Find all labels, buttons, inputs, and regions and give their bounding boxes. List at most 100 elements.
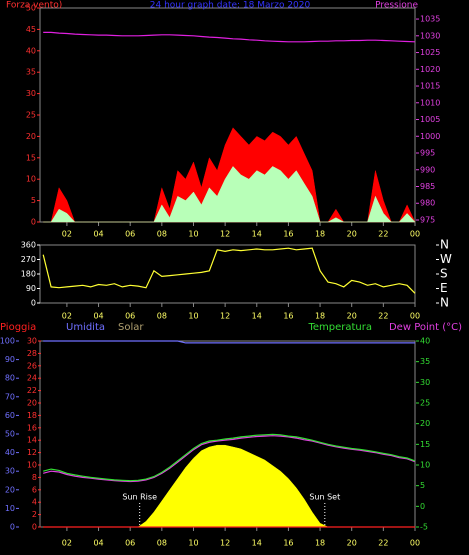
x-tick-label: 00 xyxy=(410,230,420,239)
plot-frame xyxy=(39,244,416,304)
y2-tick-label: 10 xyxy=(420,461,430,470)
y-tick-label: 90 xyxy=(26,284,36,293)
x-tick-label: 22 xyxy=(378,539,388,548)
x-tick-label: 02 xyxy=(62,230,72,239)
legend-label: Dew Point (°C) xyxy=(389,322,462,333)
y2-tick-label: 35 xyxy=(420,357,430,366)
x-tick-label: 00 xyxy=(410,312,420,321)
y2-tick-label: 30 xyxy=(420,378,430,387)
x-tick-label: 06 xyxy=(125,230,135,239)
y2-tick-label: 20 xyxy=(420,419,430,428)
y-tick-label: 10 xyxy=(5,504,15,513)
y-tick-label: 180 xyxy=(21,270,36,279)
y2-tick-label: 0 xyxy=(420,502,425,511)
annotation: Sun Set xyxy=(309,493,340,502)
y-tick-label: 70 xyxy=(5,392,15,401)
y-tick-label: 0 xyxy=(10,523,15,532)
y-tick-label: 360 xyxy=(21,241,36,250)
y2-axis-label: Pressione xyxy=(375,1,418,11)
x-tick-label: 00 xyxy=(410,539,420,548)
y2-tick-label: 1005 xyxy=(420,115,440,124)
y3-tick-label: 4 xyxy=(32,498,37,507)
line xyxy=(43,433,416,482)
y2-tick-label: 980 xyxy=(420,199,435,208)
y-tick-label: 25 xyxy=(26,111,36,120)
x-tick-label: 18 xyxy=(315,312,325,321)
y2-tick-label: 1015 xyxy=(420,82,440,91)
x-tick-label: 12 xyxy=(220,230,230,239)
x-tick-label: 08 xyxy=(157,539,167,548)
x-tick-label: 20 xyxy=(347,230,357,239)
y3-tick-label: 14 xyxy=(27,436,37,445)
chart-title: 24 hour graph date: 18 Marzo 2020 xyxy=(150,1,311,11)
y3-tick-label: 10 xyxy=(27,461,37,470)
legend-label: Pioggia xyxy=(0,322,36,333)
y2-tick-label: 1025 xyxy=(420,48,440,57)
x-tick-label: 20 xyxy=(347,312,357,321)
y2-tick-label: 15 xyxy=(420,440,430,449)
x-tick-label: 10 xyxy=(188,230,198,239)
x-tick-label: 22 xyxy=(378,312,388,321)
x-tick-label: 14 xyxy=(252,539,262,548)
x-tick-label: 06 xyxy=(125,312,135,321)
y-tick-label: 40 xyxy=(26,46,36,55)
y2-tick-label: 985 xyxy=(420,182,435,191)
y-tick-label: 15 xyxy=(26,153,36,162)
y-tick-label: 270 xyxy=(21,255,36,264)
x-tick-label: 14 xyxy=(252,230,262,239)
y3-tick-label: 16 xyxy=(27,423,37,432)
x-tick-label: 02 xyxy=(62,312,72,321)
line xyxy=(43,31,416,43)
y3-tick-label: 18 xyxy=(27,411,37,420)
x-tick-label: 10 xyxy=(188,312,198,321)
y2-tick-label: 25 xyxy=(420,399,430,408)
y3-tick-label: 24 xyxy=(27,374,37,383)
y-tick-label: 20 xyxy=(26,132,36,141)
y2-tick-label: 1010 xyxy=(420,98,440,107)
x-tick-label: 12 xyxy=(220,539,230,548)
y2-tick-label: -5 xyxy=(420,523,428,532)
area xyxy=(43,444,415,528)
y3-tick-label: 28 xyxy=(27,349,37,358)
legend-label: Temperatura xyxy=(307,322,372,333)
y-tick-label: 10 xyxy=(26,175,36,184)
y2-tick-label: 990 xyxy=(420,165,435,174)
y2-tick-label: W xyxy=(440,252,452,266)
x-tick-label: 06 xyxy=(125,539,135,548)
y3-tick-label: 6 xyxy=(32,485,37,494)
y2-tick-label: S xyxy=(440,267,448,281)
y-axis-label: Forza vento) xyxy=(6,1,62,11)
y2-tick-label: 1030 xyxy=(420,31,440,40)
y3-tick-label: 0 xyxy=(32,523,37,532)
y2-tick-label: 5 xyxy=(420,481,425,490)
y2-tick-label: 1035 xyxy=(420,15,440,24)
y2-tick-label: 40 xyxy=(420,337,430,346)
x-tick-label: 12 xyxy=(220,312,230,321)
y-tick-label: 40 xyxy=(5,448,15,457)
line xyxy=(43,435,416,483)
y2-tick-label: N xyxy=(440,238,449,252)
y2-tick-label: 1020 xyxy=(420,65,440,74)
y3-tick-label: 8 xyxy=(32,473,37,482)
y-tick-label: 0 xyxy=(31,218,36,227)
y-tick-label: 60 xyxy=(5,411,15,420)
x-tick-label: 04 xyxy=(93,539,103,548)
y-tick-label: 5 xyxy=(31,196,36,205)
y-tick-label: 50 xyxy=(26,4,36,13)
line xyxy=(42,247,416,294)
y3-tick-label: 20 xyxy=(27,399,37,408)
x-tick-label: 18 xyxy=(315,230,325,239)
line xyxy=(43,340,415,344)
y-tick-label: 50 xyxy=(5,430,15,439)
y-tick-label: 0 xyxy=(31,299,36,308)
y2-tick-label: E xyxy=(440,281,448,295)
y-tick-label: 30 xyxy=(5,467,15,476)
y3-tick-label: 22 xyxy=(27,386,37,395)
x-tick-label: 10 xyxy=(188,539,198,548)
x-tick-label: 04 xyxy=(93,230,103,239)
y-tick-label: 90 xyxy=(5,355,15,364)
x-tick-label: 08 xyxy=(157,312,167,321)
y2-tick-label: 975 xyxy=(420,215,435,224)
x-tick-label: 22 xyxy=(378,230,388,239)
y3-tick-label: 26 xyxy=(27,361,37,370)
